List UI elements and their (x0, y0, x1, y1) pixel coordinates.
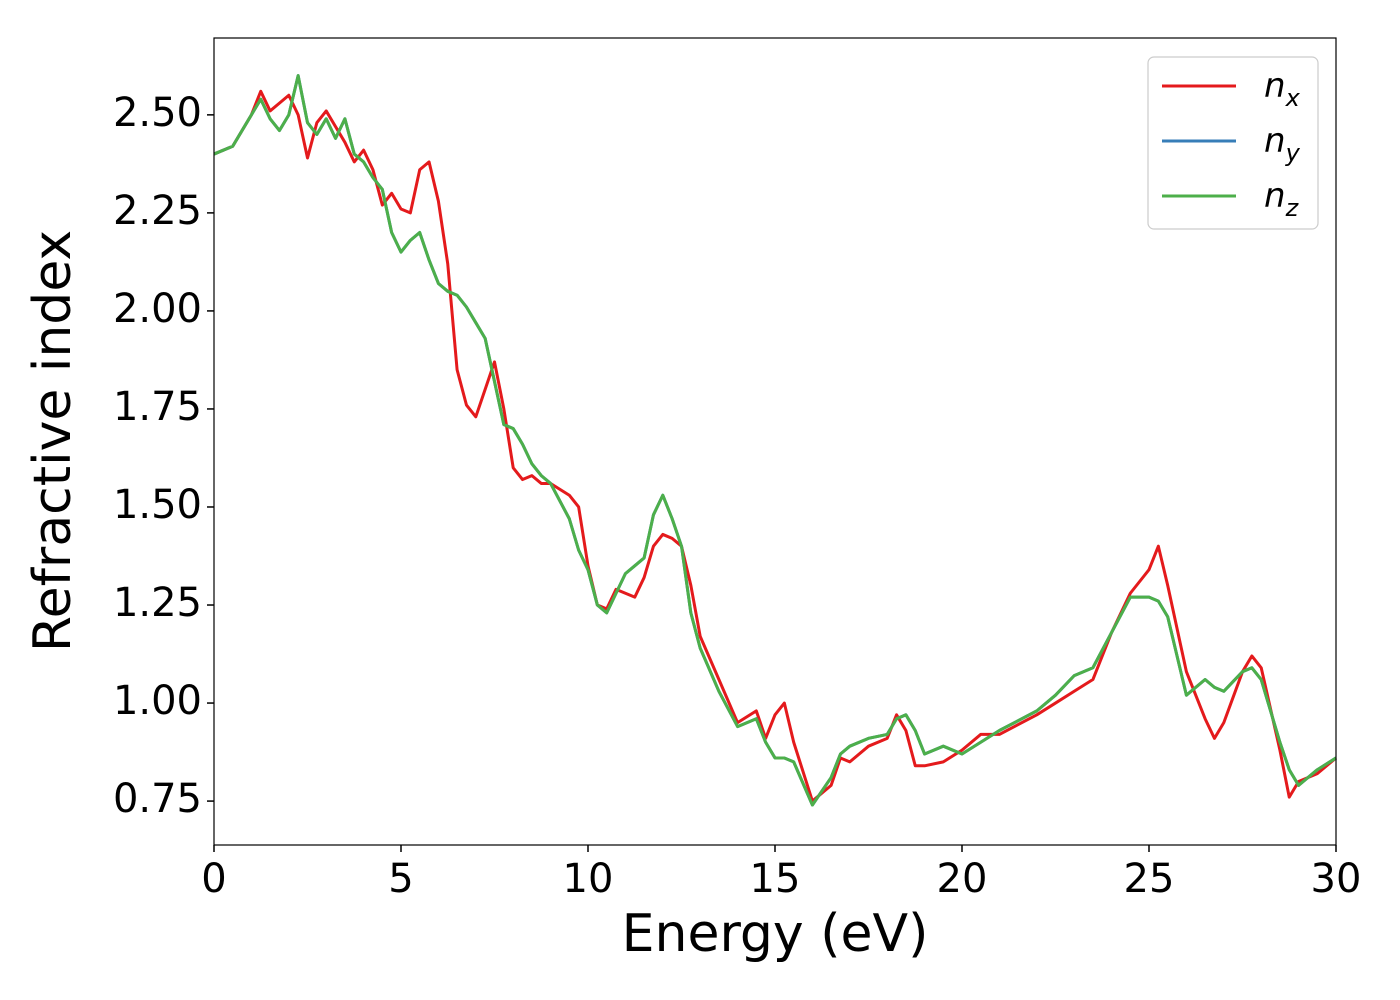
x-tick-label: 30 (1311, 856, 1362, 902)
plot-frame (213, 37, 1337, 846)
x-tick-label: 5 (388, 856, 413, 902)
y-axis-label: Refractive index (23, 230, 83, 652)
y-tick-label: 1.00 (113, 678, 202, 724)
y-tick-label: 1.50 (113, 482, 202, 528)
y-tick-label: 1.25 (113, 580, 202, 626)
legend-label: nx (1264, 66, 1301, 112)
y-tick-label: 2.00 (113, 286, 202, 332)
y-tick-label: 2.25 (113, 188, 202, 234)
series-line (213, 74, 1337, 807)
x-tick-label: 20 (937, 856, 988, 902)
y-tick-label: 2.50 (113, 90, 202, 136)
y-tick-label: 1.75 (113, 384, 202, 430)
x-tick-label: 0 (201, 856, 226, 902)
legend-label: ny (1264, 121, 1301, 167)
x-tick-label: 15 (750, 856, 801, 902)
x-tick-label: 25 (1124, 856, 1175, 902)
y-tick-label: 0.75 (113, 776, 202, 822)
legend-box (1147, 56, 1319, 230)
x-tick-label: 10 (563, 856, 614, 902)
legend-label: nz (1264, 176, 1300, 222)
series-line (213, 89, 1337, 803)
x-axis-label: Energy (eV) (622, 904, 929, 964)
